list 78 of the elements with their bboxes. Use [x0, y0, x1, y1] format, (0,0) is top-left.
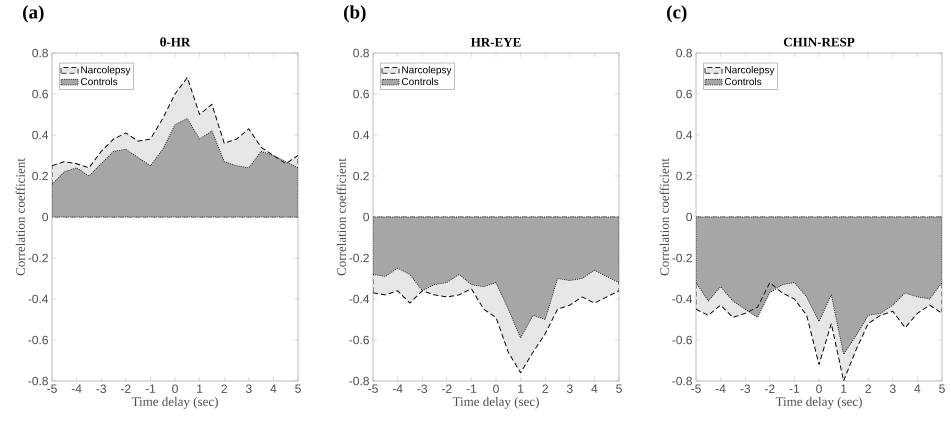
y-tick-label: 0.2: [353, 172, 369, 180]
x-axis-title: Time delay (sec): [776, 396, 862, 409]
chart-title: CHIN-RESP: [784, 38, 854, 46]
x-axis-title: Time delay (sec): [132, 396, 218, 409]
x-tick-label: 2: [542, 384, 548, 393]
x-tick-label: -5: [47, 384, 57, 393]
x-tick-label: 4: [591, 384, 598, 393]
x-tick-label: -3: [740, 384, 750, 394]
y-tick-label: -0.4: [349, 294, 370, 304]
y-tick-label: -0.2: [349, 254, 369, 262]
text: (a): [23, 5, 44, 22]
x-tick-label: -1: [466, 384, 476, 393]
x-tick-label: -4: [716, 384, 726, 393]
y-tick-label: -0.8: [672, 376, 692, 386]
y-tick-label: -0.8: [349, 376, 369, 386]
x-tick-label: -1: [146, 384, 156, 393]
x-tick-label: 5: [939, 384, 945, 393]
y-tick-label: 0.2: [676, 172, 692, 180]
x-tick-label: -3: [96, 384, 106, 394]
legend-label: Controls: [80, 78, 118, 86]
y-tick-label: 0.2: [32, 172, 48, 180]
chart-title: θ-HR: [160, 37, 190, 46]
y-tick-label: 0: [363, 212, 370, 222]
y-tick-label: 0.8: [32, 48, 48, 58]
x-tick-label: 0: [172, 384, 178, 394]
legend-label: Narcolepsy: [725, 66, 774, 76]
y-tick-label: -0.6: [349, 336, 369, 344]
y-axis-title: Correlation coefficient: [16, 158, 25, 276]
y-tick-label: 0.8: [353, 48, 369, 58]
x-tick-label: 1: [197, 384, 202, 393]
x-tick-label: -4: [72, 384, 82, 393]
y-tick-label: 0.6: [32, 90, 48, 98]
x-tick-label: 5: [616, 384, 622, 393]
y-axis-title: Correlation coefficient: [660, 158, 669, 276]
legend-label: Controls: [724, 78, 762, 86]
y-tick-label: 0.4: [353, 130, 370, 140]
x-tick-label: 4: [914, 384, 920, 393]
legend-label: Narcolepsy: [81, 66, 130, 76]
x-tick-label: -5: [691, 384, 701, 393]
y-tick-label: 0: [42, 212, 48, 222]
legend-label: Narcolepsy: [402, 66, 452, 76]
x-tick-label: 1: [841, 384, 846, 393]
x-tick-label: 3: [246, 384, 252, 394]
x-tick-label: -1: [790, 384, 800, 393]
y-tick-label: -0.6: [672, 336, 692, 344]
y-tick-label: -0.6: [28, 336, 48, 344]
x-tick-label: 2: [221, 384, 227, 393]
x-tick-label: -2: [442, 384, 452, 393]
legend-label: Controls: [402, 78, 438, 86]
text: (b): [344, 5, 366, 22]
x-tick-label: 3: [890, 384, 896, 394]
y-tick-label: -0.2: [672, 254, 692, 262]
chart-title: HR-EYE: [470, 38, 521, 46]
y-tick-label: 0.8: [676, 48, 692, 58]
y-tick-label: 0.6: [676, 90, 692, 98]
x-tick-label: 5: [295, 384, 301, 393]
x-tick-label: 3: [566, 384, 573, 394]
y-axis-title: Correlation coefficient: [336, 158, 346, 276]
text: (c): [667, 5, 686, 22]
x-axis-title: Time delay (sec): [452, 396, 539, 409]
y-tick-label: 0: [686, 212, 692, 222]
x-tick-label: -3: [417, 384, 428, 394]
y-tick-label: -0.2: [28, 254, 48, 262]
y-tick-label: -0.4: [28, 294, 48, 304]
y-tick-label: 0.6: [353, 90, 369, 98]
y-tick-label: -0.8: [28, 376, 48, 386]
x-tick-label: 4: [270, 384, 276, 393]
x-tick-label: -2: [765, 384, 775, 393]
x-tick-label: 0: [493, 384, 499, 394]
x-tick-label: -4: [392, 384, 403, 393]
x-tick-label: 2: [865, 384, 871, 393]
y-tick-label: -0.4: [672, 294, 692, 304]
x-tick-label: 1: [518, 384, 524, 393]
y-tick-label: 0.4: [32, 130, 48, 140]
x-tick-label: -2: [121, 384, 131, 393]
y-tick-label: 0.4: [676, 130, 692, 140]
x-tick-label: 0: [816, 384, 822, 394]
x-tick-label: -5: [368, 384, 378, 393]
